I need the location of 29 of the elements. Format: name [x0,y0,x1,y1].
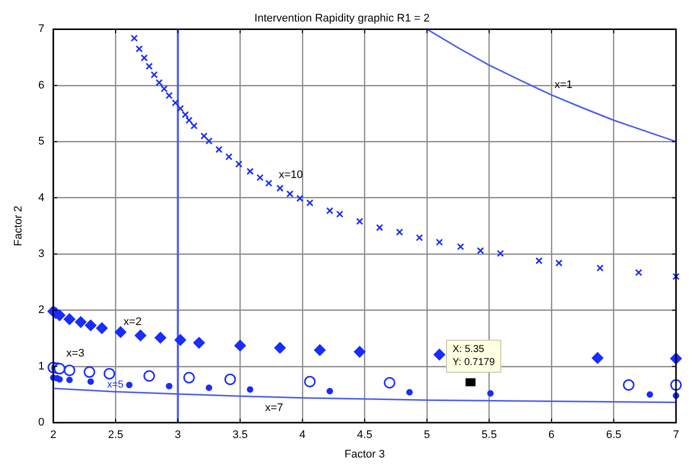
x-tick-label: 3.5 [232,429,248,442]
series-label: x=7 [265,402,284,414]
x-axis-title: Factor 3 [344,448,385,460]
y-tick-label: 5 [38,136,44,148]
y-tick-label: 1 [38,360,44,372]
x-tick-label: 4 [299,429,306,442]
y-tick-label: 2 [38,304,44,316]
series-label: x=1 [554,78,572,91]
x-tick-label: 6.5 [606,429,622,442]
series-label: x=2 [124,316,142,328]
chart-title: Intervention Rapidity graphic R1 = 2 [254,12,430,25]
y-tick-label: 0 [38,416,44,429]
x-tick-label: 5.5 [482,429,497,442]
x-tick-label: 2.5 [108,429,124,442]
y-tick-label: 6 [38,79,44,92]
y-tick-label: 7 [38,23,44,36]
x-tick-label: 6 [548,429,555,442]
x-tick-label: 2 [50,429,56,442]
annotation: X: 5.35 Y: 0.7179 [452,344,496,368]
series-label: x=5 [107,380,124,391]
y-axis-title: Factor 2 [12,206,25,246]
y-tick-label: 4 [38,192,44,204]
series-label: x=3 [66,348,84,360]
x-tick-label: 7 [672,429,680,442]
x-tick-label: 5 [424,429,430,442]
series-label: x=10 [278,169,303,182]
x-tick-label: 4.5 [357,429,372,442]
y-tick-label: 3 [38,248,44,260]
x-tick-label: 3 [174,429,181,442]
